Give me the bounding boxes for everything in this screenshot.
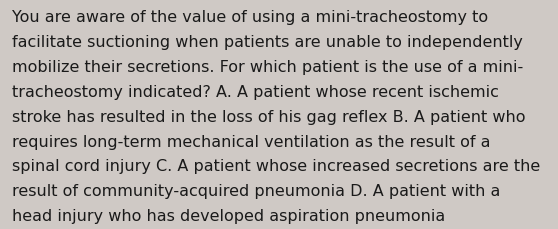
Text: spinal cord injury C. A patient whose increased secretions are the: spinal cord injury C. A patient whose in… xyxy=(12,159,541,174)
Text: requires long-term mechanical ventilation as the result of a: requires long-term mechanical ventilatio… xyxy=(12,134,491,149)
Text: stroke has resulted in the loss of his gag reflex B. A patient who: stroke has resulted in the loss of his g… xyxy=(12,109,526,124)
Text: tracheostomy indicated? A. A patient whose recent ischemic: tracheostomy indicated? A. A patient who… xyxy=(12,85,499,99)
Text: mobilize their secretions. For which patient is the use of a mini-: mobilize their secretions. For which pat… xyxy=(12,60,523,75)
Text: result of community-acquired pneumonia D. A patient with a: result of community-acquired pneumonia D… xyxy=(12,183,501,198)
Text: You are aware of the value of using a mini-tracheostomy to: You are aware of the value of using a mi… xyxy=(12,10,488,25)
Text: facilitate suctioning when patients are unable to independently: facilitate suctioning when patients are … xyxy=(12,35,523,50)
Text: head injury who has developed aspiration pneumonia: head injury who has developed aspiration… xyxy=(12,208,445,223)
